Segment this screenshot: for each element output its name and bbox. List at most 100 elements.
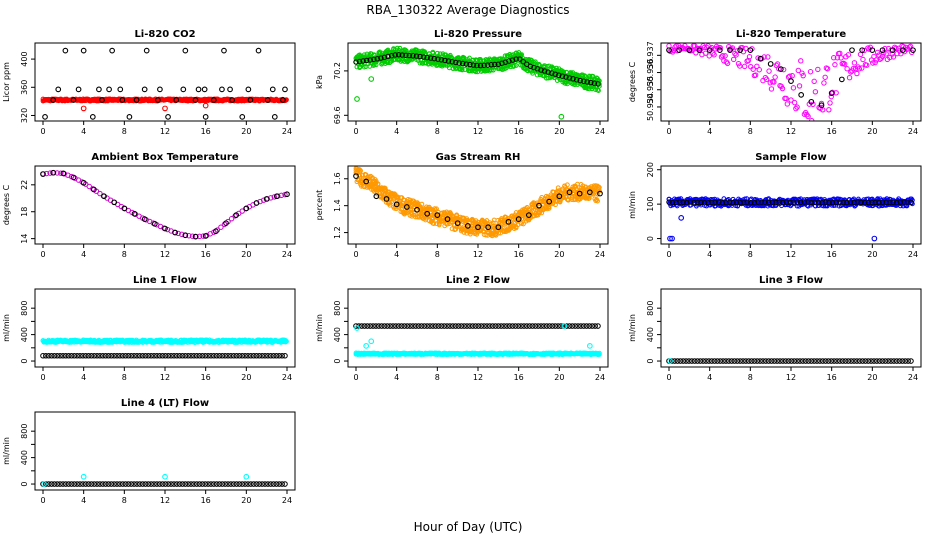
series-1-point xyxy=(811,78,817,85)
series-2-point xyxy=(60,170,67,177)
series-2-point xyxy=(90,186,97,193)
x-tick-label: 0 xyxy=(40,127,45,136)
series-2-point xyxy=(521,323,527,329)
series-1-point xyxy=(780,66,787,73)
series-2-point xyxy=(370,323,376,329)
series-1-point xyxy=(530,70,535,76)
series-1-point xyxy=(731,358,738,364)
series-1-point xyxy=(784,101,791,107)
series-1-point xyxy=(168,481,174,487)
series-3-point xyxy=(192,97,199,103)
series-2-point xyxy=(151,352,157,359)
x-tick-label: 4 xyxy=(81,250,86,259)
series-2-point xyxy=(385,53,391,60)
series-1-point xyxy=(54,481,61,487)
series-2-point xyxy=(529,323,536,329)
series-2-point xyxy=(595,323,601,329)
series-1-point xyxy=(737,63,743,69)
series-2-point xyxy=(199,352,206,359)
series-1-point xyxy=(831,358,837,364)
series-2-point xyxy=(398,323,405,329)
series-4-point xyxy=(180,86,187,93)
series-2-point xyxy=(435,323,442,329)
series-2-point xyxy=(549,323,556,329)
x-tick-label: 24 xyxy=(282,496,292,505)
series-1-point xyxy=(373,62,379,68)
series-1-point xyxy=(826,107,832,113)
series-1-point xyxy=(871,358,877,364)
series-1-point xyxy=(476,219,482,225)
series-1-point xyxy=(848,69,854,75)
series-1-point xyxy=(768,358,775,364)
series-1-point xyxy=(814,358,820,364)
series-2-point xyxy=(566,75,573,81)
series-2-point xyxy=(191,352,197,359)
series-2-point xyxy=(444,216,451,222)
x-tick-label: 24 xyxy=(908,373,918,382)
series-1-point xyxy=(521,221,526,227)
series-2-point xyxy=(367,323,374,329)
series-1-point xyxy=(555,185,561,191)
x-tick-label: 8 xyxy=(435,373,440,382)
series-2-point xyxy=(245,352,251,359)
series-2-point xyxy=(162,352,169,359)
series-2-point xyxy=(447,323,453,329)
series-2-point xyxy=(460,60,466,67)
series-1-point xyxy=(787,73,793,79)
series-1-point xyxy=(262,481,268,487)
series-1-point xyxy=(808,358,815,364)
series-1-point xyxy=(279,481,285,487)
series-2-point xyxy=(417,53,423,60)
series-1-point xyxy=(799,70,805,76)
series-1-point xyxy=(542,63,547,68)
series-1-point xyxy=(905,358,911,364)
x-tick-label: 12 xyxy=(786,127,796,136)
series-2-point xyxy=(442,57,448,64)
series-2-point xyxy=(889,47,896,54)
series-1-point xyxy=(821,80,827,86)
series-1-point xyxy=(390,191,396,197)
series-2-point xyxy=(495,323,502,329)
series-2-point xyxy=(467,323,473,329)
series-2-point xyxy=(236,352,243,359)
series-3-point xyxy=(354,96,360,102)
series-1-point xyxy=(795,67,802,74)
series-2-point xyxy=(773,199,779,206)
series-2-point xyxy=(455,323,462,329)
x-tick-label: 12 xyxy=(473,373,483,382)
series-2-point xyxy=(412,323,419,329)
series-2-point xyxy=(230,352,237,359)
series-1-point xyxy=(822,74,828,80)
series-1-point xyxy=(899,358,906,364)
series-2-point xyxy=(356,58,363,65)
series-2-point xyxy=(108,352,115,359)
x-tick-label: 24 xyxy=(908,250,918,259)
series-2-point xyxy=(546,323,553,329)
series-4-point xyxy=(106,86,112,93)
series-2-point xyxy=(484,62,491,68)
x-tick-label: 16 xyxy=(201,373,211,382)
series-3-point xyxy=(678,215,685,221)
x-tick-label: 8 xyxy=(748,250,753,259)
series-1-point xyxy=(145,481,152,487)
series-1-point xyxy=(179,231,185,238)
series-2-point xyxy=(727,47,733,54)
x-tick-label: 0 xyxy=(353,127,358,136)
series-2-point xyxy=(481,62,487,68)
series-1-point xyxy=(783,95,789,102)
series-2-point xyxy=(208,352,214,359)
series-2-point xyxy=(363,178,370,185)
x-tick-label: 12 xyxy=(160,496,170,505)
x-tick-label: 20 xyxy=(241,127,251,136)
series-1-point xyxy=(768,86,775,92)
series-2-point xyxy=(367,57,373,63)
series-2-point xyxy=(464,323,470,329)
series-2-point xyxy=(427,323,433,329)
series-2-point xyxy=(499,60,505,66)
series-2-point xyxy=(706,47,713,54)
series-1-point xyxy=(88,481,95,487)
series-2-point xyxy=(284,191,290,198)
series-3-point xyxy=(669,235,675,242)
series-2-point xyxy=(182,352,189,359)
series-1-point xyxy=(856,66,863,72)
